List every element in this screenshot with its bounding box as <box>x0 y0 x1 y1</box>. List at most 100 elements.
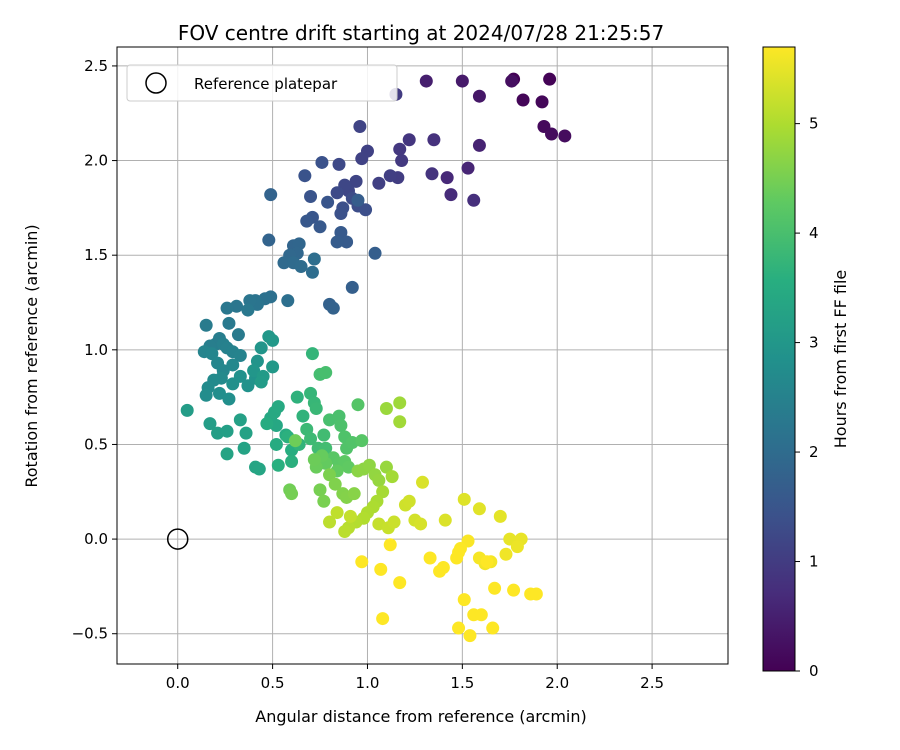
data-point <box>359 203 373 217</box>
data-point <box>414 517 428 531</box>
data-point <box>313 220 327 234</box>
data-point <box>347 487 361 501</box>
data-point <box>296 409 310 423</box>
data-point <box>307 252 321 266</box>
x-axis-label: Angular distance from reference (arcmin) <box>255 707 586 726</box>
data-point <box>326 301 340 315</box>
data-point <box>252 462 266 476</box>
data-point <box>260 417 274 431</box>
data-point <box>309 401 323 415</box>
data-point <box>355 152 369 166</box>
colorbar-ticks: 0 1 2 3 4 5 <box>795 115 819 680</box>
data-point <box>233 369 247 383</box>
data-point <box>351 193 365 207</box>
data-point <box>222 316 236 330</box>
data-point <box>317 428 331 442</box>
data-point <box>277 256 291 270</box>
data-point <box>379 460 393 474</box>
colorbar-gradient <box>762 46 796 672</box>
data-point <box>294 260 308 274</box>
data-point <box>393 576 407 590</box>
data-point <box>307 453 321 467</box>
data-point <box>472 502 486 516</box>
data-point <box>493 509 507 523</box>
colorbar-tick-label: 5 <box>809 115 819 133</box>
data-point <box>353 119 367 133</box>
data-point <box>472 89 486 103</box>
data-point <box>486 621 500 635</box>
data-point <box>510 540 524 554</box>
data-point <box>385 470 399 484</box>
data-point <box>330 235 344 249</box>
data-point <box>205 347 219 361</box>
x-tick-label: 0.5 <box>261 674 285 692</box>
data-point <box>239 426 253 440</box>
reference-platepar-marker <box>166 528 189 550</box>
data-point <box>269 437 283 451</box>
y-axis-label: Rotation from reference (arcmin) <box>22 224 41 487</box>
data-point <box>304 432 318 446</box>
data-point <box>507 583 521 597</box>
legend-box <box>126 64 398 102</box>
chart-title: FOV centre drift starting at 2024/07/28 … <box>178 21 664 45</box>
data-point <box>254 341 268 355</box>
data-point <box>271 400 285 414</box>
colorbar: 0 1 2 3 4 5 Hours from first FF file <box>762 46 850 680</box>
data-point <box>203 417 217 431</box>
data-point <box>220 424 234 438</box>
data-point <box>285 454 299 468</box>
data-point <box>298 169 312 183</box>
x-tick-label: 0.0 <box>166 674 190 692</box>
data-point <box>355 555 369 569</box>
data-point <box>212 386 226 400</box>
data-point <box>457 492 471 506</box>
data-point <box>254 375 268 389</box>
data-point <box>379 401 393 415</box>
data-point <box>321 195 335 209</box>
data-point <box>199 318 213 332</box>
data-point <box>330 186 344 200</box>
colorbar-label: Hours from first FF file <box>831 270 850 449</box>
data-point <box>516 93 530 107</box>
data-point <box>529 587 543 601</box>
data-point <box>323 468 337 482</box>
data-point <box>340 235 354 249</box>
data-point <box>402 133 416 147</box>
colorbar-tick-label: 4 <box>809 224 819 242</box>
legend: Reference platepar <box>126 64 398 102</box>
y-tick-label: 0.0 <box>84 530 108 548</box>
data-point <box>180 403 194 417</box>
data-point <box>220 301 234 315</box>
colorbar-tick-label: 2 <box>809 443 819 461</box>
data-point <box>355 434 369 448</box>
data-point <box>543 72 557 86</box>
data-point <box>304 190 318 204</box>
data-point <box>376 485 390 499</box>
data-point <box>281 294 295 308</box>
data-point <box>332 157 346 171</box>
plot-background <box>117 47 728 664</box>
data-point <box>345 280 359 294</box>
y-tick-label: 2.5 <box>84 57 108 75</box>
data-point <box>226 358 240 372</box>
data-point <box>319 366 333 380</box>
data-point <box>222 392 236 406</box>
legend-entry-reference: Reference platepar <box>194 75 338 93</box>
data-point <box>237 441 251 455</box>
data-point <box>438 513 452 527</box>
data-point <box>545 127 559 141</box>
data-point <box>463 629 477 643</box>
data-point <box>535 95 549 109</box>
legend-marker-icon <box>145 72 167 94</box>
data-point <box>474 608 488 622</box>
data-point <box>467 193 481 207</box>
data-point <box>305 265 319 279</box>
colorbar-tick-label: 0 <box>809 662 819 680</box>
y-tick-label: 2.0 <box>84 152 108 170</box>
data-point <box>313 483 327 497</box>
data-point <box>334 207 348 221</box>
data-point <box>387 515 401 529</box>
data-point <box>372 176 386 190</box>
y-tick-label: −0.5 <box>72 625 108 643</box>
